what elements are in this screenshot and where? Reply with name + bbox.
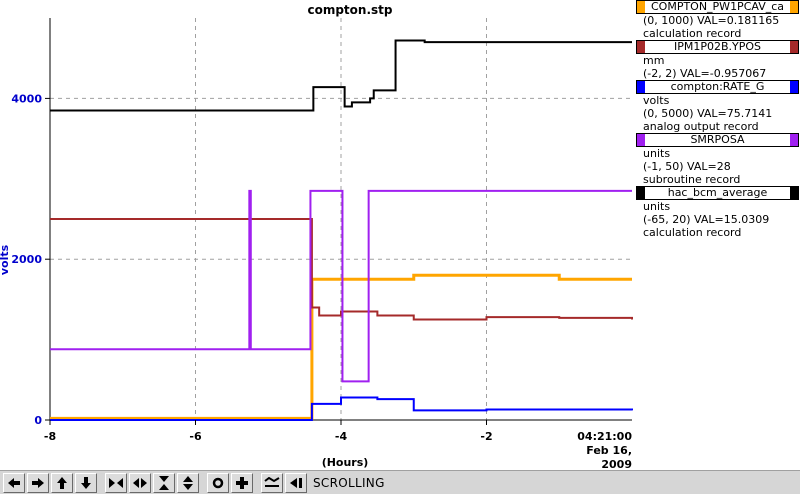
- legend: COMPTON_PW1PCAV_ca (0, 1000) VAL=0.181165…: [636, 0, 800, 239]
- legend-detail: units: [643, 200, 671, 213]
- legend-detail: (-1, 50) VAL=28: [643, 160, 731, 173]
- series-line-compton-pw1pcav-ca: [50, 273, 632, 420]
- zoom-out-y-button[interactable]: [177, 472, 199, 493]
- arrow-down-icon: [81, 476, 91, 489]
- default-scale-button[interactable]: [231, 472, 253, 493]
- scroll-up-button[interactable]: [51, 472, 73, 493]
- legend-color-bar: SMRPOSA: [636, 133, 799, 147]
- scroll-status: SCROLLING: [313, 475, 385, 490]
- zoom-in-x-button[interactable]: [105, 472, 127, 493]
- autoscroll-icon: [264, 476, 280, 487]
- y-tick-label: 0: [34, 414, 42, 427]
- time-info: 04:21:00 Feb 16, 2009: [552, 430, 632, 472]
- legend-detail: volts: [643, 94, 670, 107]
- legend-item[interactable]: compton:RATE_G volts (0, 5000) VAL=75.7141…: [636, 80, 800, 133]
- legend-color-bar: hac_bcm_average: [636, 186, 799, 200]
- arrow-left-icon: [8, 477, 20, 488]
- x-tick-label: -2: [480, 430, 492, 443]
- zoom-out-y-icon: [183, 475, 193, 490]
- plot-series: [50, 39, 633, 421]
- x-tick-label: -6: [189, 430, 202, 443]
- legend-detail: (-65, 20) VAL=15.0309: [643, 213, 770, 226]
- x-tick-label: -8: [44, 430, 56, 443]
- legend-swatch: [790, 134, 798, 146]
- legend-item[interactable]: hac_bcm_average units (-65, 20) VAL=15.030…: [636, 186, 800, 239]
- autoscroll-button[interactable]: [261, 472, 283, 493]
- scroll-left-button[interactable]: [3, 472, 25, 493]
- legend-color-bar: compton:RATE_G: [636, 80, 799, 94]
- legend-swatch: [790, 81, 798, 93]
- legend-detail: calculation record: [643, 226, 742, 239]
- plus-icon: [236, 476, 248, 489]
- stop-scroll-button[interactable]: [285, 472, 307, 493]
- zoom-in-y-button[interactable]: [153, 472, 175, 493]
- legend-detail: units: [643, 147, 671, 160]
- legend-name: COMPTON_PW1PCAV_ca: [645, 1, 790, 13]
- legend-color-bar: IPM1P02B.YPOS: [636, 40, 799, 54]
- x-tick-label: -4: [335, 430, 348, 443]
- y-tick-label: 4000: [11, 92, 42, 105]
- legend-item[interactable]: COMPTON_PW1PCAV_ca (0, 1000) VAL=0.181165…: [636, 0, 800, 40]
- legend-color-bar: COMPTON_PW1PCAV_ca: [636, 0, 799, 14]
- legend-name: compton:RATE_G: [645, 81, 790, 93]
- legend-detail: (0, 1000) VAL=0.181165: [643, 14, 780, 27]
- legend-name: SMRPOSA: [645, 134, 790, 146]
- legend-swatch: [637, 1, 645, 13]
- zoom-out-x-icon: [133, 477, 147, 488]
- legend-swatch: [637, 81, 645, 93]
- legend-detail: calculation record: [643, 27, 742, 40]
- y-axis-label: volts: [0, 244, 11, 275]
- auto-scale-button[interactable]: [207, 472, 229, 493]
- legend-item[interactable]: SMRPOSA units (-1, 50) VAL=28 subroutine re…: [636, 133, 800, 186]
- date-label: Feb 16, 2009: [586, 444, 632, 471]
- legend-swatch: [790, 1, 798, 13]
- zoom-in-y-icon: [159, 475, 169, 490]
- legend-detail: analog output record: [643, 120, 759, 133]
- legend-detail: (-2, 2) VAL=-0.957067: [643, 67, 767, 80]
- series-line-compton-rate-g: [50, 396, 633, 421]
- arrow-up-icon: [57, 476, 67, 489]
- series-line-ipm1p02b-ypos: [50, 218, 633, 321]
- toolbar: SCROLLING: [0, 470, 800, 494]
- legend-swatch: [637, 41, 645, 53]
- legend-swatch: [637, 187, 645, 199]
- legend-name: IPM1P02B.YPOS: [645, 41, 790, 53]
- legend-swatch: [790, 187, 798, 199]
- legend-swatch: [637, 134, 645, 146]
- legend-swatch: [790, 41, 798, 53]
- scroll-down-button[interactable]: [75, 472, 97, 493]
- plot-ticks: -8 -6 -4 -2 0 2000 4000: [11, 92, 492, 443]
- scroll-right-button[interactable]: [27, 472, 49, 493]
- legend-name: hac_bcm_average: [645, 187, 790, 199]
- legend-detail: subroutine record: [643, 173, 741, 186]
- x-axis-label: (Hours): [321, 456, 369, 469]
- time-label: 04:21:00: [577, 430, 632, 443]
- series-line-smrposa: [50, 189, 632, 383]
- zoom-in-x-icon: [109, 477, 123, 488]
- series-line-hac-bcm-average: [50, 39, 632, 112]
- y-tick-label: 2000: [11, 253, 42, 266]
- legend-detail: mm: [643, 54, 665, 67]
- stop-scroll-icon: [290, 477, 302, 488]
- legend-detail: (0, 5000) VAL=75.7141: [643, 107, 773, 120]
- legend-item[interactable]: IPM1P02B.YPOS mm (-2, 2) VAL=-0.957067: [636, 40, 800, 80]
- circle-icon: [212, 477, 224, 488]
- zoom-out-x-button[interactable]: [129, 472, 151, 493]
- arrow-right-icon: [32, 477, 44, 488]
- plot-title: compton.stp: [307, 3, 393, 17]
- plot-area: -8 -6 -4 -2 0 2000 4000 volts: [0, 18, 633, 443]
